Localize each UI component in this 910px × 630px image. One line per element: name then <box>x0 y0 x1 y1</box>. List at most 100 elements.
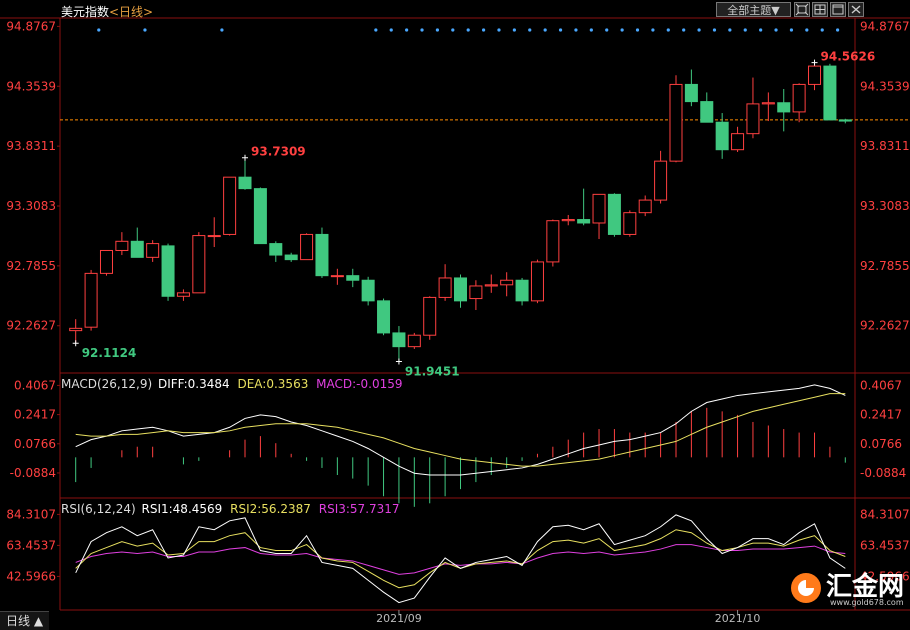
close-icon[interactable] <box>848 2 864 17</box>
candle[interactable] <box>284 252 298 262</box>
candle[interactable] <box>515 277 529 306</box>
window-icon[interactable] <box>830 2 846 17</box>
event-marker-dot[interactable] <box>405 28 409 32</box>
candle[interactable] <box>469 280 483 311</box>
event-marker-dot[interactable] <box>789 28 794 32</box>
event-marker-dot[interactable] <box>682 28 686 32</box>
candle[interactable] <box>623 210 637 237</box>
timeframe-toggle[interactable]: 日线 ▲ <box>0 611 50 630</box>
event-marker-dot[interactable] <box>466 28 470 32</box>
candle[interactable] <box>777 89 791 132</box>
candle[interactable] <box>84 269 98 331</box>
candle[interactable] <box>238 157 252 190</box>
candle[interactable] <box>453 274 468 308</box>
candle[interactable] <box>423 296 437 340</box>
event-marker-dot[interactable] <box>420 28 424 32</box>
candle[interactable] <box>361 276 375 306</box>
candle[interactable] <box>792 83 806 123</box>
event-marker-dot[interactable] <box>635 28 640 32</box>
candle[interactable] <box>99 249 113 276</box>
candle[interactable] <box>561 214 575 226</box>
event-marker-dot[interactable] <box>435 28 440 32</box>
candle[interactable] <box>731 126 745 152</box>
event-marker-dot[interactable] <box>697 28 701 32</box>
event-marker-dot[interactable] <box>774 28 778 32</box>
rsi-tick-right: 42.5966 <box>860 569 910 583</box>
candle[interactable] <box>684 69 698 107</box>
candle[interactable] <box>607 193 621 237</box>
rsi-panel[interactable] <box>75 514 846 604</box>
candle[interactable] <box>253 187 267 245</box>
candle[interactable] <box>654 150 668 204</box>
candle[interactable] <box>69 319 83 344</box>
candle[interactable] <box>715 113 729 159</box>
event-marker-dot[interactable] <box>143 28 147 32</box>
candle[interactable] <box>577 188 591 226</box>
candle[interactable] <box>700 92 714 123</box>
candle[interactable] <box>315 227 329 278</box>
candle[interactable] <box>130 227 144 258</box>
event-marker-dot[interactable] <box>558 28 563 32</box>
event-marker-dot[interactable] <box>220 28 224 32</box>
rsi-tick-left: 42.5966 <box>6 569 56 583</box>
candle[interactable] <box>669 75 683 163</box>
candle[interactable] <box>484 274 498 293</box>
candle[interactable] <box>500 272 514 297</box>
event-marker-dot[interactable] <box>620 28 624 32</box>
event-marker-dot[interactable] <box>805 28 809 32</box>
candle[interactable] <box>377 298 391 336</box>
candle[interactable] <box>115 232 129 256</box>
event-marker-dot[interactable] <box>497 28 501 32</box>
candle[interactable] <box>346 268 360 288</box>
zoom-fit-icon[interactable] <box>794 2 810 17</box>
candle[interactable] <box>407 332 421 349</box>
event-marker-dot[interactable] <box>743 28 747 32</box>
macd-panel[interactable] <box>75 384 846 507</box>
event-marker-dot[interactable] <box>836 28 840 32</box>
kline-panel[interactable]: 94.5626 93.7309 91.9451 92.1124 <box>60 28 910 379</box>
event-marker-dot[interactable] <box>543 28 547 32</box>
candle[interactable] <box>161 243 175 301</box>
event-marker-dot[interactable] <box>666 28 670 32</box>
theme-select-button[interactable]: 全部主题▼ <box>716 2 791 17</box>
candle[interactable] <box>176 289 190 301</box>
candle[interactable] <box>592 193 606 240</box>
candle[interactable] <box>761 92 775 122</box>
event-marker-dot[interactable] <box>651 28 655 32</box>
candle[interactable] <box>438 264 452 301</box>
candle[interactable] <box>392 326 406 362</box>
candle[interactable] <box>823 63 837 121</box>
event-marker-dot[interactable] <box>605 28 609 32</box>
event-marker-dot[interactable] <box>589 28 593 32</box>
event-marker-dot[interactable] <box>481 28 486 32</box>
event-marker-dot[interactable] <box>389 28 393 32</box>
candle[interactable] <box>269 241 283 262</box>
candle[interactable] <box>146 240 160 262</box>
grid-icon[interactable] <box>812 2 828 17</box>
candle[interactable] <box>330 268 344 285</box>
candle[interactable] <box>546 219 560 267</box>
macd-legend: MACD(26,12,9) DIFF:0.3484 DEA:0.3563 MAC… <box>61 377 403 391</box>
macd-tick-right: 0.2417 <box>860 408 902 422</box>
event-marker-dot[interactable] <box>712 28 717 32</box>
event-marker-dot[interactable] <box>820 28 824 32</box>
candle[interactable] <box>300 233 314 261</box>
candle[interactable] <box>530 259 544 304</box>
event-marker-dot[interactable] <box>97 28 101 32</box>
candle[interactable] <box>192 232 206 294</box>
event-marker-dot[interactable] <box>728 28 732 32</box>
period-label[interactable]: <日线> <box>109 5 154 19</box>
candle[interactable] <box>207 217 221 248</box>
event-marker-dot[interactable] <box>528 28 532 32</box>
event-marker-dot[interactable] <box>374 28 378 32</box>
candle[interactable] <box>223 176 237 236</box>
candle[interactable] <box>808 62 822 91</box>
candle[interactable] <box>638 195 652 217</box>
event-marker-dot[interactable] <box>451 28 455 32</box>
event-marker-dot[interactable] <box>759 28 763 32</box>
candle[interactable] <box>838 118 852 124</box>
event-marker-dot[interactable] <box>512 28 516 32</box>
candle[interactable] <box>746 77 760 139</box>
event-marker-dot[interactable] <box>574 28 578 32</box>
